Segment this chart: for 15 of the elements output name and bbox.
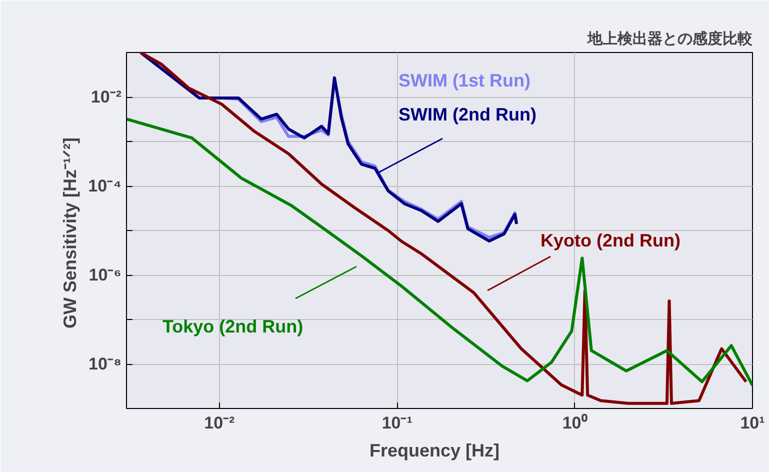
text: SWIM (1st Run) [398,70,530,90]
y-tick-label: 10⁻⁸ [88,354,122,374]
text: SWIM (2nd Run) [398,104,536,124]
chart-title: 地上検出器との感度比較 [586,30,754,48]
y-tick-label: 10⁻⁶ [88,266,122,284]
y-axis-title: GW Sensitivity [Hz⁻¹ᐟ²] [60,137,80,328]
y-tick-label: 10⁻⁴ [88,176,122,196]
y-tick-label: 10⁻² [90,88,122,106]
x-tick-label: 10⁻¹ [382,414,413,432]
x-axis-title: Frequency [Hz] [369,440,500,460]
x-tick-label: 10⁰ [562,414,588,432]
text: Kyoto (2nd Run) [540,230,680,250]
text: Tokyo (2nd Run) [162,316,304,336]
x-tick-label: 10¹ [740,414,766,432]
x-tick-label: 10⁻² [204,414,236,432]
